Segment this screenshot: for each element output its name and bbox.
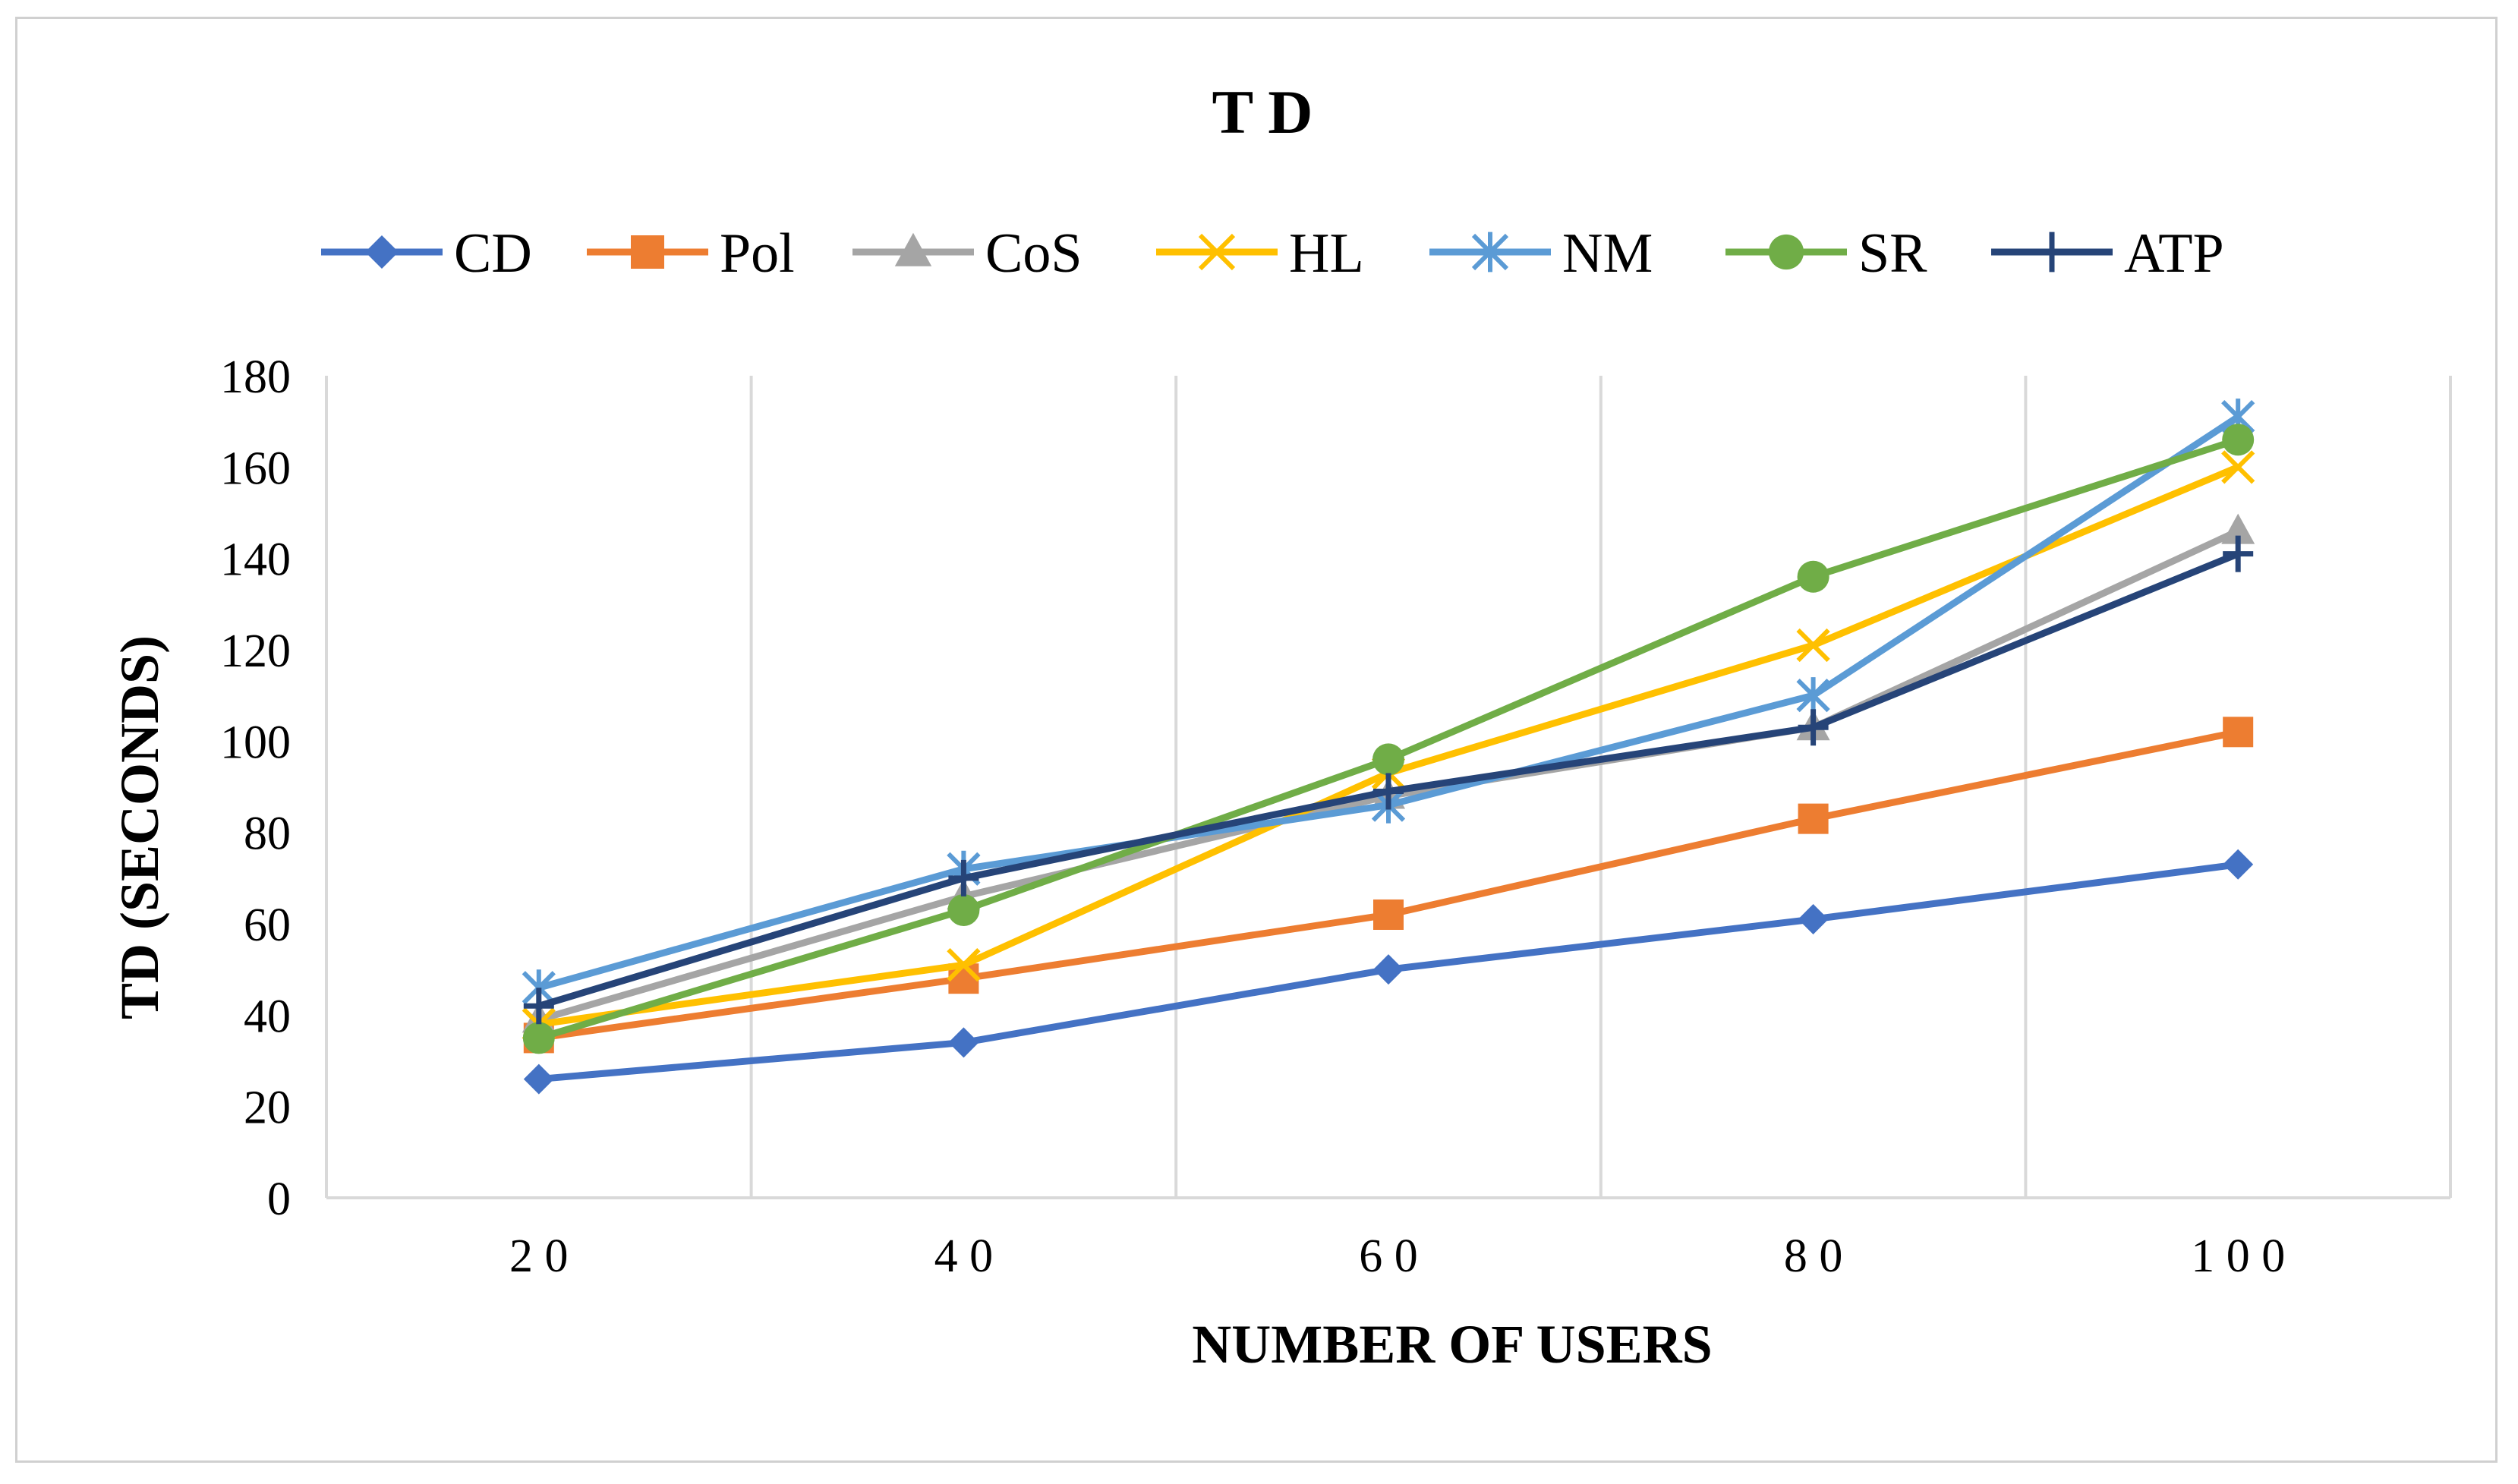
- data-point-atp-100: [2223, 535, 2254, 572]
- legend-marker-atp: [2035, 232, 2069, 273]
- data-point-sr-100: [2222, 424, 2255, 456]
- data-point-hl-80: [1796, 628, 1830, 663]
- legend-label-hl: HL: [1289, 222, 1364, 285]
- data-point-nm-80: [1796, 677, 1830, 714]
- legend-marker-cos: [894, 232, 932, 266]
- data-point-cd-40: [948, 1027, 979, 1058]
- series-group: [522, 399, 2255, 1095]
- series-atp: [523, 535, 2254, 1025]
- y-tick-label: 40: [244, 991, 291, 1042]
- data-point-atp-20: [523, 988, 554, 1025]
- data-point-atp-40: [948, 859, 979, 896]
- chart-frame: T D CD Pol CoS HL NM SR ATP 0 20 40 60 80 100 120 140…: [15, 17, 2498, 1463]
- data-point-hl-40: [947, 948, 981, 982]
- y-tick-label: 180: [220, 351, 291, 403]
- line-chart: T D CD Pol CoS HL NM SR ATP 0 20 40 60 80 100 120 140…: [109, 77, 2452, 1375]
- y-tick-label: 160: [220, 443, 291, 494]
- legend-item-sr: SR: [1725, 222, 1927, 285]
- data-point-cd-80: [1798, 903, 1829, 934]
- data-point-cd-20: [523, 1063, 554, 1095]
- legend-marker-hl: [1198, 233, 1236, 271]
- y-axis-ticks: 0 20 40 60 80 100 120 140 160 180: [220, 351, 291, 1225]
- data-point-cd-60: [1373, 954, 1404, 985]
- x-tick-label: 4 0: [934, 1230, 994, 1282]
- chart-title: T D: [1212, 77, 1313, 147]
- data-point-pol-60: [1373, 899, 1404, 930]
- data-point-atp-80: [1798, 709, 1829, 746]
- legend-label-pol: Pol: [720, 222, 795, 285]
- legend-item-nm: NM: [1429, 222, 1653, 285]
- legend-item-cos: CoS: [852, 222, 1083, 285]
- data-point-pol-100: [2223, 717, 2254, 748]
- legend-item-cd: CD: [321, 222, 532, 285]
- data-point-cos-100: [2221, 513, 2255, 544]
- data-point-hl-100: [2221, 450, 2255, 484]
- legend-label-nm: NM: [1562, 222, 1653, 285]
- data-point-pol-80: [1798, 803, 1829, 834]
- data-point-atp-60: [1373, 773, 1404, 810]
- y-tick-label: 100: [220, 717, 291, 768]
- y-tick-label: 0: [267, 1174, 291, 1225]
- y-tick-label: 140: [220, 534, 291, 586]
- x-tick-label: 6 0: [1359, 1230, 1418, 1282]
- y-tick-label: 20: [244, 1082, 291, 1134]
- legend-item-hl: HL: [1156, 222, 1364, 285]
- legend-label-cos: CoS: [985, 222, 1083, 285]
- data-point-sr-20: [522, 1022, 555, 1054]
- y-tick-label: 120: [220, 625, 291, 677]
- series-sr: [522, 424, 2255, 1054]
- legend-label-atp: ATP: [2124, 222, 2224, 285]
- x-tick-label: 2 0: [509, 1230, 569, 1282]
- data-point-cd-100: [2223, 849, 2254, 880]
- data-point-sr-60: [1372, 743, 1404, 776]
- legend-label-cd: CD: [454, 222, 532, 285]
- data-point-sr-40: [947, 893, 980, 926]
- legend-marker-cd: [365, 235, 399, 269]
- legend-item-atp: ATP: [1991, 222, 2224, 285]
- x-tick-label: 1 0 0: [2191, 1230, 2285, 1282]
- legend-marker-sr: [1768, 234, 1804, 270]
- series-cd: [523, 849, 2254, 1095]
- legend-item-pol: Pol: [587, 222, 795, 285]
- legend-marker-pol: [631, 235, 664, 269]
- y-axis-label: TD (SECONDS): [109, 635, 170, 1019]
- data-point-sr-80: [1797, 560, 1829, 593]
- y-tick-label: 60: [244, 900, 291, 951]
- legend-label-sr: SR: [1858, 222, 1927, 285]
- x-axis-ticks: 2 0 4 0 6 0 8 0 1 0 0: [509, 1230, 2285, 1282]
- x-axis-label: NUMBER OF USERS: [1192, 1314, 1712, 1375]
- legend-marker-nm: [1471, 232, 1509, 273]
- x-tick-label: 8 0: [1784, 1230, 1843, 1282]
- legend: CD Pol CoS HL NM SR ATP: [321, 222, 2224, 285]
- y-tick-label: 80: [244, 808, 291, 860]
